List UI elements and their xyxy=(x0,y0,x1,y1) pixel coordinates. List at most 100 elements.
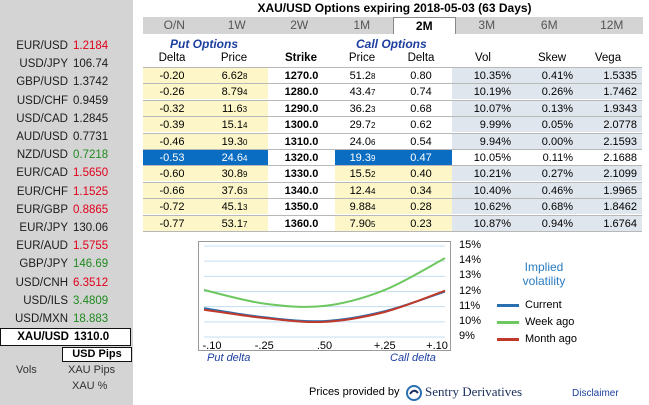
tab-1w[interactable]: 1W xyxy=(227,18,246,32)
put-delta-cell: -0.46 xyxy=(143,132,201,149)
tab-12m[interactable]: 12M xyxy=(600,18,624,32)
strike-value: 1320.0 xyxy=(284,152,319,164)
vega-value: 2.1099 xyxy=(603,168,637,181)
pair-row-aud-usd[interactable]: AUD/USD 0.7731 xyxy=(0,128,133,147)
xau-percent-option[interactable]: XAU % xyxy=(72,380,108,392)
pair-row-eur-gbp[interactable]: EUR/GBP 0.8865 xyxy=(0,201,133,220)
table-bottom-rule xyxy=(143,231,642,232)
vega-value: 2.1593 xyxy=(603,135,637,148)
pair-name: USD/CNH xyxy=(15,276,68,289)
strike-cell: 1360.0 xyxy=(268,214,335,231)
call-price-fraction: 5 xyxy=(370,219,376,229)
skew-cell: 0.26% xyxy=(516,83,578,100)
put-delta-value: -0.26 xyxy=(159,86,185,99)
call-delta-cell: 0.62 xyxy=(390,116,452,133)
skew-value: 0.41% xyxy=(541,70,573,82)
put-delta-value: -0.32 xyxy=(159,102,185,115)
pair-row-eur-jpy[interactable]: EUR/JPY 130.06 xyxy=(0,219,133,238)
call-price-fraction: 6 xyxy=(370,137,376,147)
vol-value: 10.62% xyxy=(473,201,511,214)
pair-row-usd-ils[interactable]: USD/ILS 3.4809 xyxy=(0,292,133,311)
put-delta-value: -0.20 xyxy=(159,70,185,82)
call-price-fraction: 9 xyxy=(370,154,376,163)
tab-1m[interactable]: 1M xyxy=(353,18,371,32)
put-delta-cell: -0.39 xyxy=(143,116,201,133)
legend-entry: Current xyxy=(497,299,562,311)
vega-value: 1.6764 xyxy=(603,217,637,230)
y-tick-label: 13% xyxy=(459,269,482,282)
put-price-value: 53.1 xyxy=(221,217,243,230)
vol-cell: 10.62% xyxy=(452,198,516,215)
call-delta-cell: 0.28 xyxy=(390,198,452,215)
strike-value: 1340.0 xyxy=(284,184,319,197)
pair-rate: 1.2184 xyxy=(73,40,109,52)
pair-row-xau-usd[interactable]: XAU/USD 1310.0 xyxy=(0,328,131,346)
skew-cell: 0.68% xyxy=(516,198,578,215)
put-price-fraction: 3 xyxy=(242,186,248,196)
vega-value: 1.7462 xyxy=(603,86,637,99)
put-price-fraction: 9 xyxy=(242,170,248,180)
put-price-fraction: 3 xyxy=(242,104,248,114)
pair-name: USD/JPY xyxy=(19,58,68,71)
disclaimer-link[interactable]: Disclaimer xyxy=(572,388,619,399)
vega-cell: 2.0778 xyxy=(578,116,642,133)
vol-value: 9.99% xyxy=(479,119,511,132)
pair-row-eur-usd[interactable]: EUR/USD 1.2184 xyxy=(0,37,133,56)
pair-row-usd-cnh[interactable]: USD/CNH 6.3512 xyxy=(0,274,133,293)
skew-value: 0.68% xyxy=(541,201,573,214)
pair-row-gbp-jpy[interactable]: GBP/JPY 146.69 xyxy=(0,255,133,274)
tab-3m[interactable]: 3M xyxy=(478,18,496,32)
tab-on[interactable]: O/N xyxy=(163,18,185,32)
vega-cell: 1.8462 xyxy=(578,198,642,215)
tab-2w[interactable]: 2W xyxy=(290,18,309,32)
call-price-value: 51.2 xyxy=(349,70,371,82)
strike-cell: 1320.0 xyxy=(268,149,335,165)
put-delta-cell: -0.77 xyxy=(143,214,201,231)
call-delta-cell: 0.54 xyxy=(390,132,452,149)
col-header-vega: Vega xyxy=(594,52,622,64)
skew-value: 0.11% xyxy=(542,152,573,164)
put-price-value: 30.8 xyxy=(221,168,243,181)
pair-rate: 106.74 xyxy=(73,58,109,71)
pair-name: USD/CHF xyxy=(16,94,68,107)
pair-name: NZD/USD xyxy=(16,149,68,162)
pair-row-usd-chf[interactable]: USD/CHF 0.9459 xyxy=(0,92,133,111)
put-options-header: Put Options xyxy=(170,37,238,51)
tab-6m[interactable]: 6M xyxy=(540,18,558,32)
pair-rate: 1.5755 xyxy=(73,240,109,253)
call-delta-value: 0.80 xyxy=(410,70,432,82)
y-tick-label: 10% xyxy=(459,314,482,327)
pair-row-eur-chf[interactable]: EUR/CHF 1.1525 xyxy=(0,183,133,202)
pair-row-usd-jpy[interactable]: USD/JPY 106.74 xyxy=(0,55,133,74)
pair-row-usd-cad[interactable]: USD/CAD 1.2845 xyxy=(0,110,133,129)
put-delta-cell: -0.66 xyxy=(143,181,201,198)
chart-frame xyxy=(198,241,451,351)
legend-label: Week ago xyxy=(525,316,575,328)
pair-row-eur-cad[interactable]: EUR/CAD 1.5650 xyxy=(0,164,133,183)
put-delta-value: -0.66 xyxy=(159,184,185,197)
pair-row-nzd-usd[interactable]: NZD/USD 0.7218 xyxy=(0,146,133,165)
pair-row-eur-aud[interactable]: EUR/AUD 1.5755 xyxy=(0,237,133,256)
pair-row-usd-mxn[interactable]: USD/MXN 18.883 xyxy=(0,310,133,329)
chart-legend: Implied volatility Current Week ago Month … xyxy=(497,260,637,345)
usd-pips-button[interactable]: USD Pips xyxy=(62,347,132,362)
legend-entry: Week ago xyxy=(497,316,574,328)
call-delta-value: 0.62 xyxy=(410,119,432,132)
put-price-value: 45.1 xyxy=(221,201,243,214)
col-header-put-delta: Delta xyxy=(158,52,186,64)
legend-entry: Month ago xyxy=(497,333,577,345)
skew-cell: 0.11% xyxy=(516,149,578,165)
strike-cell: 1280.0 xyxy=(268,83,335,100)
put-price-value: 11.6 xyxy=(221,102,243,115)
tab-2m[interactable]: 2M xyxy=(393,17,456,34)
call-price-cell: 24.06 xyxy=(335,132,390,149)
pair-row-gbp-usd[interactable]: GBP/USD 1.3742 xyxy=(0,73,133,92)
put-price-cell: 15.14 xyxy=(201,116,268,133)
xau-pips-option[interactable]: XAU Pips xyxy=(68,364,116,376)
pair-name: GBP/JPY xyxy=(19,258,68,271)
vega-cell: 1.7462 xyxy=(578,83,642,100)
pair-rate: 1.3742 xyxy=(73,76,109,89)
call-delta-value: 0.47 xyxy=(410,152,432,164)
skew-cell: 0.13% xyxy=(516,99,578,116)
y-tick-label: 9% xyxy=(459,330,475,342)
